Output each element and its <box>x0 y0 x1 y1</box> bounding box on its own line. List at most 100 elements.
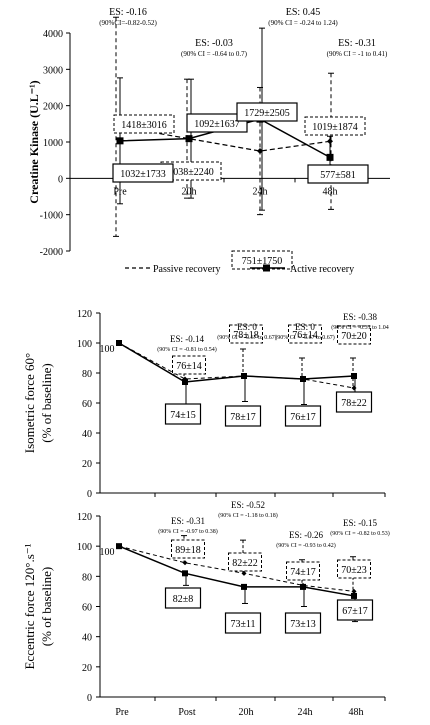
p3-active-label-box <box>284 612 322 634</box>
p3-y-tick-label: 80 <box>82 572 92 583</box>
ck-active-label-box <box>112 163 174 183</box>
p3-active-label-box <box>164 587 202 609</box>
ck-x-tick-label: 20h <box>182 186 197 197</box>
p3-x-tick-label: Post <box>178 707 195 718</box>
p2-passive-label-box <box>337 325 371 345</box>
p3-y-tick-label: 20 <box>82 663 92 674</box>
ck-active-point <box>116 137 124 145</box>
p2-active-point <box>116 340 122 346</box>
p2-y-tick-label: 100 <box>77 339 92 350</box>
ck-active-point <box>185 135 193 143</box>
p3-active-label: 73±11 <box>230 619 255 630</box>
p2-effect-size: ES: -0.14 <box>170 334 205 344</box>
p2-passive-label-box <box>172 355 206 375</box>
ck-passive-label: 1019±1874 <box>312 122 358 133</box>
p2-series-active-line <box>118 342 355 383</box>
p3-x-tick-label: 48h <box>349 707 364 718</box>
p2-active-label-box <box>284 405 322 427</box>
p2-effect-size: ES: 0 <box>295 322 315 332</box>
p3-passive-label: 82±22 <box>232 558 258 569</box>
p3-start-label: 100 <box>100 547 115 558</box>
p3-active-label-box <box>224 612 262 634</box>
ck-y-tick-label: -2000 <box>40 247 63 258</box>
ck-y-tick-label: 1000 <box>43 138 63 149</box>
p2-active-label: 78±22 <box>341 398 367 409</box>
ck-passive-point <box>327 138 333 145</box>
p2-effect-size-ci: (90% CI = -0.67 to 0.67) <box>275 334 335 341</box>
ck-active-label-box <box>236 102 298 122</box>
ck-legend-passive-label: Passive recovery <box>153 264 220 275</box>
p2-series-passive-line <box>118 342 355 389</box>
ck-effect-size: ES: -0.03 <box>195 38 233 49</box>
ck-passive-label: 751±1750 <box>242 256 283 267</box>
ck-effect-size: ES: -0.16 <box>109 7 147 18</box>
ck-x-tick-label: 24h <box>253 186 268 197</box>
p3-effect-size-ci: (90% CI = -0.93 to 0.42) <box>276 542 336 549</box>
p3-effect-size: ES: -0.26 <box>289 530 324 540</box>
p3-passive-label-box <box>171 539 205 559</box>
ck-y-tick-label: 3000 <box>43 65 63 76</box>
ck-active-label-box <box>186 113 248 133</box>
p2-passive-point <box>351 385 357 391</box>
p3-passive-point <box>351 588 357 594</box>
ck-passive-label-box <box>113 114 175 134</box>
ck-effect-size-ci: (90% CI = -0.24 to 1.24) <box>268 19 338 27</box>
p2-y-axis-label: Isometric force 60° <box>22 353 37 454</box>
p2-active-label: 76±17 <box>290 412 316 423</box>
p2-effect-size-ci: (90% CI = -0.31 to 1.04 <box>331 324 389 331</box>
p3-effect-size-ci: (90% CI = -0.82 to 0.53) <box>330 530 390 537</box>
p3-passive-label-box <box>337 559 371 579</box>
p3-active-point <box>351 592 357 599</box>
ck-passive-label: 1418±3016 <box>121 120 167 131</box>
ck-effect-size: ES: -0.31 <box>338 38 376 49</box>
p2-active-label-box <box>224 405 262 427</box>
ck-active-label: 1092±1637 <box>194 119 240 130</box>
ck-y-tick-label: -1000 <box>40 211 63 222</box>
p2-active-label-box <box>335 391 373 413</box>
ck-y-tick-label: 4000 <box>43 29 63 40</box>
p2-y-tick-label: 60 <box>82 399 92 410</box>
p2-passive-label: 76±14 <box>292 330 318 341</box>
p3-effect-size: ES: -0.52 <box>231 500 265 510</box>
ck-x-tick-label: 48h <box>323 186 338 197</box>
p3-effect-size: ES: -0.31 <box>171 516 205 526</box>
p3-active-label-box <box>336 599 374 621</box>
p2-active-point <box>300 376 306 382</box>
p2-y-tick-label: 120 <box>77 309 92 320</box>
p2-effect-size: ES: -0.38 <box>343 312 378 322</box>
ck-y-axis-label: Creatine Kinase (U.L⁻¹) <box>27 80 41 203</box>
p2-start-label: 100 <box>100 344 115 355</box>
p2-active-label: 78±17 <box>230 412 256 423</box>
p3-x-tick-label: Pre <box>115 707 129 718</box>
p3-passive-label-box <box>286 561 320 581</box>
p3-y-tick-label: 100 <box>77 542 92 553</box>
p3-y-tick-label: 0 <box>87 693 92 704</box>
ck-legend-active-label: Active recovery <box>290 264 354 275</box>
p2-y-axis-label-2: (% of baseline) <box>39 363 54 442</box>
p2-y-tick-label: 80 <box>82 369 92 380</box>
p3-active-label: 82±8 <box>173 594 194 605</box>
p2-passive-label: 76±14 <box>176 361 202 372</box>
p2-passive-label: 78±18 <box>233 330 259 341</box>
p2-active-label: 74±15 <box>170 410 196 421</box>
p3-y-axis-label-2: (% of baseline) <box>39 567 54 646</box>
p2-effect-size-ci: (90% CI = -0.67 to 0.67) <box>217 334 277 341</box>
p3-passive-label-box <box>228 552 262 572</box>
p3-x-tick-label: 20h <box>239 707 254 718</box>
p3-passive-label: 70±23 <box>341 565 367 576</box>
p3-passive-point <box>241 570 247 576</box>
p3-effect-size-ci: (90% CI = -1.18 to 0.18) <box>218 512 278 519</box>
p3-y-tick-label: 120 <box>77 512 92 523</box>
ck-y-tick-label: 2000 <box>43 102 63 113</box>
p3-passive-point <box>182 560 188 566</box>
p3-passive-label: 74±17 <box>290 567 316 578</box>
p2-passive-label-box <box>229 324 263 344</box>
p3-active-point <box>182 570 188 577</box>
ck-active-label: 1032±1733 <box>120 169 166 180</box>
ck-effect-size: ES: 0.45 <box>286 7 320 18</box>
p2-effect-size-ci: (90% CI = -0.81 to 0.54) <box>157 346 217 353</box>
ck-y-tick-label: 0 <box>58 174 63 185</box>
ck-legend-active-marker <box>263 264 270 272</box>
p3-active-label: 67±17 <box>342 606 368 617</box>
